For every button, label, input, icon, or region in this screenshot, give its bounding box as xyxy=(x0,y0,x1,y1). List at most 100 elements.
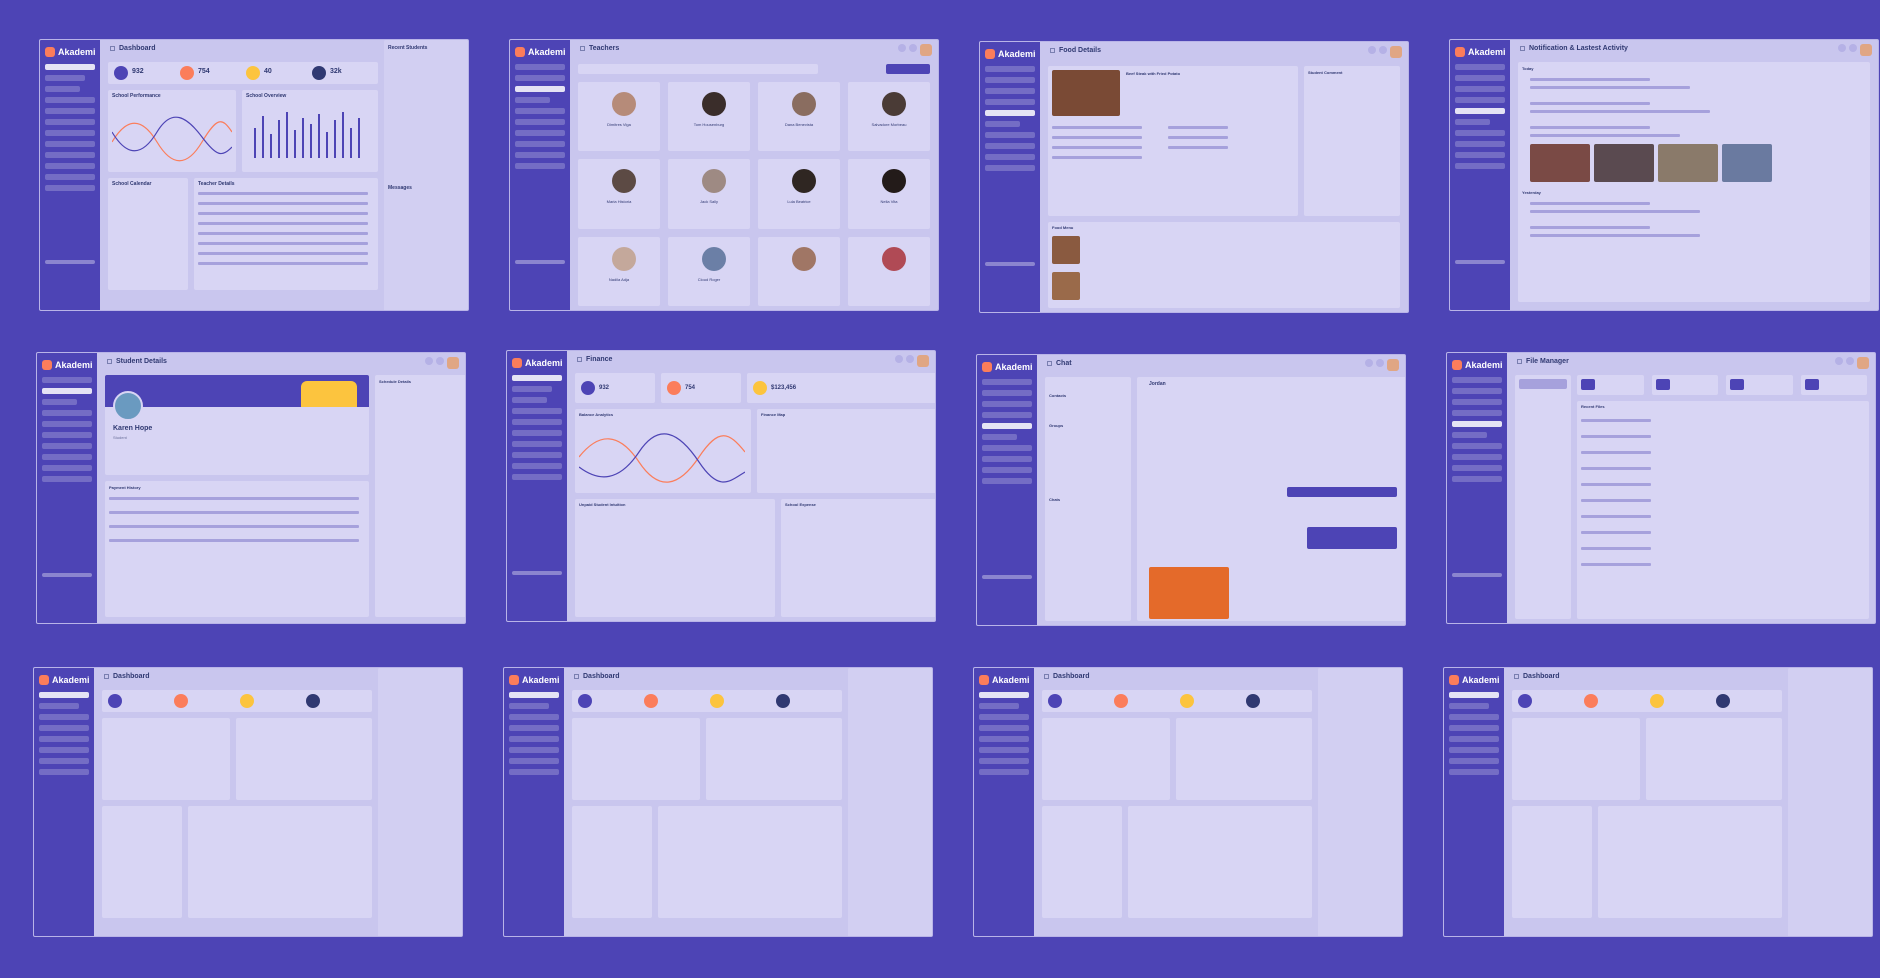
sidebar-item[interactable] xyxy=(1449,769,1499,775)
sidebar-item[interactable] xyxy=(45,152,95,158)
settings-icon[interactable] xyxy=(909,44,917,52)
search-icon[interactable] xyxy=(425,357,433,365)
avatar[interactable] xyxy=(1390,46,1402,58)
screen-chat[interactable]: Akademi Chat Contacts Groups Chats Jorda… xyxy=(976,354,1406,626)
sidebar-item[interactable] xyxy=(512,386,552,392)
menu-icon[interactable] xyxy=(577,356,582,362)
sidebar-item[interactable] xyxy=(42,443,92,449)
sidebar-item[interactable] xyxy=(979,703,1019,709)
sidebar-item-messages[interactable] xyxy=(1455,108,1505,114)
sidebar-item[interactable] xyxy=(1455,64,1505,70)
sidebar-item[interactable] xyxy=(515,163,565,169)
sidebar-item[interactable] xyxy=(979,736,1029,742)
sidebar-item[interactable] xyxy=(39,736,89,742)
sidebar-item[interactable] xyxy=(45,108,95,114)
folder-card[interactable] xyxy=(1577,375,1644,395)
search-icon[interactable] xyxy=(1835,357,1843,365)
teacher-card[interactable] xyxy=(758,236,840,306)
settings-icon[interactable] xyxy=(906,355,914,363)
sidebar-item[interactable] xyxy=(39,747,89,753)
sidebar-item[interactable] xyxy=(982,434,1017,440)
menu-icon[interactable] xyxy=(580,45,585,51)
sidebar-item-files[interactable] xyxy=(1452,421,1502,427)
sidebar-item[interactable] xyxy=(509,747,559,753)
sidebar-item[interactable] xyxy=(515,141,565,147)
screen-dashboard[interactable]: Akademi Dashboard xyxy=(39,39,469,311)
sidebar-item[interactable] xyxy=(45,163,95,169)
sidebar-item[interactable] xyxy=(512,430,562,436)
sidebar-item[interactable] xyxy=(515,130,565,136)
sidebar-item[interactable] xyxy=(512,474,562,480)
shared-photo[interactable] xyxy=(1149,567,1229,619)
screen-finance[interactable]: Akademi Finance 932 754 xyxy=(506,350,936,622)
teacher-card[interactable]: Nadila Adja xyxy=(578,236,660,306)
sidebar-item-students[interactable] xyxy=(42,388,92,394)
sidebar-item[interactable] xyxy=(45,174,95,180)
teacher-card[interactable]: Lula Beatrice xyxy=(758,159,840,229)
sidebar-item-food[interactable] xyxy=(985,110,1035,116)
sidebar-item[interactable] xyxy=(979,714,1029,720)
sidebar-item[interactable] xyxy=(515,64,565,70)
screen-teachers[interactable]: Akademi Teachers Dimitres Viga Tom House… xyxy=(509,39,939,311)
sidebar-item[interactable] xyxy=(982,412,1032,418)
sidebar-item[interactable] xyxy=(512,408,562,414)
sidebar-item[interactable] xyxy=(985,77,1035,83)
sidebar-item[interactable] xyxy=(45,141,95,147)
sidebar-item[interactable] xyxy=(42,421,92,427)
sidebar-item-dashboard[interactable] xyxy=(509,692,559,698)
sidebar-item[interactable] xyxy=(42,410,92,416)
screen-dashboard-copy[interactable]: Akademi Dashboard xyxy=(33,667,463,937)
teacher-card[interactable]: Jack Sally xyxy=(668,159,750,229)
sidebar-item[interactable] xyxy=(982,445,1032,451)
sidebar-item-dashboard[interactable] xyxy=(39,692,89,698)
sidebar-item[interactable] xyxy=(1455,130,1505,136)
screen-student-details[interactable]: Akademi Student Details Karen Hope Stude… xyxy=(36,352,466,624)
sidebar-item[interactable] xyxy=(45,130,95,136)
teacher-card[interactable]: Maria Historia xyxy=(578,159,660,229)
sidebar-item[interactable] xyxy=(1455,141,1505,147)
sidebar-item[interactable] xyxy=(515,108,565,114)
settings-icon[interactable] xyxy=(1846,357,1854,365)
sidebar-item[interactable] xyxy=(1449,714,1499,720)
settings-icon[interactable] xyxy=(1376,359,1384,367)
screen-notification[interactable]: Akademi Notification & Lastest Activity … xyxy=(1449,39,1879,311)
screen-dashboard-copy[interactable]: Akademi Dashboard xyxy=(503,667,933,937)
search-icon[interactable] xyxy=(1365,359,1373,367)
sidebar-item[interactable] xyxy=(512,419,562,425)
sidebar-item[interactable] xyxy=(42,432,92,438)
sidebar-item[interactable] xyxy=(509,725,559,731)
folder-card[interactable] xyxy=(1651,375,1718,395)
sidebar-item[interactable] xyxy=(1452,476,1502,482)
new-teacher-button[interactable] xyxy=(886,64,930,74)
sidebar-item[interactable] xyxy=(1449,703,1489,709)
sidebar-item[interactable] xyxy=(512,397,547,403)
search-icon[interactable] xyxy=(1368,46,1376,54)
sidebar-item[interactable] xyxy=(39,725,89,731)
sidebar-item[interactable] xyxy=(1455,152,1505,158)
sidebar-item[interactable] xyxy=(985,165,1035,171)
sidebar-item[interactable] xyxy=(39,714,89,720)
sidebar-item[interactable] xyxy=(515,152,565,158)
avatar[interactable] xyxy=(1387,359,1399,371)
sidebar-item[interactable] xyxy=(1452,443,1502,449)
search-icon[interactable] xyxy=(895,355,903,363)
sidebar-item[interactable] xyxy=(1452,388,1502,394)
sidebar-item[interactable] xyxy=(1449,736,1499,742)
sidebar-item[interactable] xyxy=(985,154,1035,160)
sidebar-item[interactable] xyxy=(982,467,1032,473)
sidebar-item[interactable] xyxy=(1452,410,1502,416)
avatar[interactable] xyxy=(447,357,459,369)
menu-icon[interactable] xyxy=(1520,45,1525,51)
search-icon[interactable] xyxy=(898,44,906,52)
sidebar-item[interactable] xyxy=(982,379,1032,385)
sidebar-item[interactable] xyxy=(1449,758,1499,764)
avatar[interactable] xyxy=(920,44,932,56)
sidebar-item[interactable] xyxy=(512,441,562,447)
sidebar-item[interactable] xyxy=(1452,465,1502,471)
sidebar-item[interactable] xyxy=(515,97,550,103)
sidebar-item[interactable] xyxy=(45,119,95,125)
sidebar-item[interactable] xyxy=(42,377,92,383)
sidebar-item[interactable] xyxy=(985,121,1020,127)
screen-dashboard-copy[interactable]: Akademi Dashboard xyxy=(973,667,1403,937)
settings-icon[interactable] xyxy=(1379,46,1387,54)
